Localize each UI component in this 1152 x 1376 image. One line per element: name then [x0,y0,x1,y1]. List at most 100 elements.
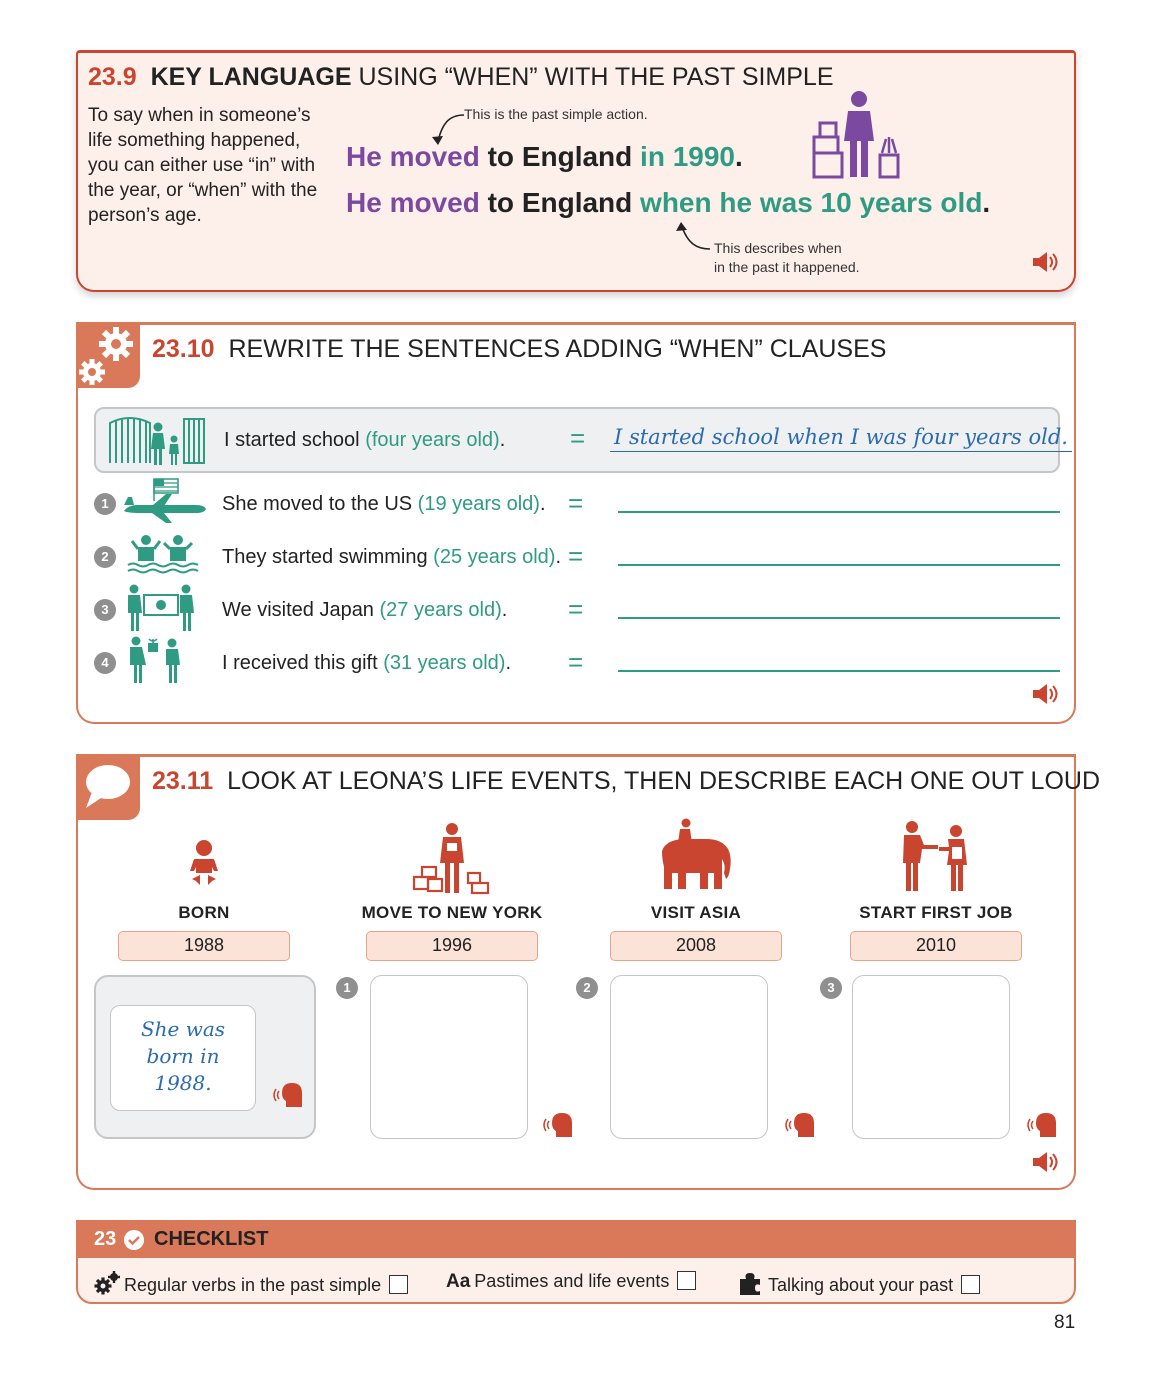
event-label: START FIRST JOB [859,903,1013,922]
answer-bubble-2[interactable] [610,975,768,1139]
rewrite-panel: 23.10 REWRITE THE SENTENCES ADDING “WHEN… [76,322,1076,724]
line-middle: to England [479,141,641,172]
age-hint: (31 years old) [383,652,506,674]
equals-sign: = [568,594,584,624]
item-number: 1 [94,493,116,515]
intro-text: To say when in someone’s life something … [88,105,318,226]
section-title: 23.10 REWRITE THE SENTENCES ADDING “WHEN… [152,335,886,364]
annotation-line: This describes when [714,240,842,256]
baby-icon [190,840,218,885]
life-events-panel: 23.11 LOOK AT LEONA’S LIFE EVENTS, THEN … [76,754,1100,1190]
arrow-icon [432,114,465,145]
prompt-sentence: I received this gift (31 years old). [222,652,511,675]
arrow-icon [676,222,711,250]
example-line: 1988. [154,1071,212,1095]
event-born: BORN 1988 [104,817,304,961]
school-gate-icon [109,417,205,465]
equals-sign: = [568,541,584,571]
annotation-top: This is the past simple action. [464,106,648,122]
event-label: BORN [178,903,230,922]
answer-bubble-1[interactable] [370,975,528,1139]
event-year: 1988 [118,931,290,961]
moving-boxes-icon [412,823,490,895]
section-number: 23.9 [88,63,137,91]
speech-bubble-icon [86,765,130,808]
section-tab [76,754,140,820]
event-visit-asia: VISIT ASIA 2008 [596,817,796,961]
section-title: 23.11 LOOK AT LEONA’S LIFE EVENTS, THEN … [152,767,1100,796]
event-start-first-job: START FIRST JOB 2010 [836,817,1036,961]
prompt-sentence: She moved to the US (19 years old). [222,493,546,516]
prompt-sentence: They started swimming (25 years old). [222,546,561,569]
section-number: 23.11 [152,767,214,795]
page-number: 81 [1054,1312,1076,1333]
section-title-rest: USING “WHEN” WITH THE PAST SIMPLE [351,63,834,91]
speaking-head-icon [1027,1113,1056,1137]
sentence-end: . [505,652,512,674]
answer-bubble-3[interactable] [852,975,1010,1139]
section-title-text: REWRITE THE SENTENCES ADDING “WHEN” CLAU… [228,335,887,363]
checklist-header: 23 CHECKLIST [78,1222,1074,1258]
sentence-end: . [555,546,562,568]
equals-sign: = [568,488,584,518]
example-answer-card: She was born in 1988. [94,975,316,1139]
example-line-2: He moved to England when he was 10 years… [346,187,990,219]
speaking-head-icon [273,1083,302,1107]
airplane-flag-icon [124,478,206,523]
bubble-number: 3 [820,977,842,999]
audio-speaker-icon[interactable] [1030,681,1060,707]
audio-speaker-icon[interactable] [1030,1149,1060,1175]
example-line: She was [140,1017,226,1041]
section-tab [76,322,140,388]
event-move-to-new-york: MOVE TO NEW YORK 1996 [352,817,552,961]
gear-icon [94,1271,120,1295]
puzzle-icon [740,1273,760,1295]
age-hint: (four years old) [365,429,500,451]
vocab-icon: Aa [446,1271,471,1292]
checklist-label: Regular verbs in the past simple [124,1275,382,1295]
gear-icon [79,327,133,385]
checkbox[interactable] [389,1275,409,1294]
unit-number: 23 [94,1228,117,1250]
answer-line-3[interactable] [618,617,1060,619]
annotation-line: in the past it happened. [714,259,860,275]
checklist-item-skill: Talking about your past [738,1271,981,1296]
sentence-end: . [501,599,508,621]
speaking-head-icon [785,1113,814,1137]
equals-sign: = [570,423,586,453]
section-title-text: LOOK AT LEONA’S LIFE EVENTS, THEN DESCRI… [227,767,1100,795]
past-action: He moved [346,187,480,218]
checklist-item-vocabulary: Aa Pastimes and life events [446,1271,697,1293]
moving-boxes-icon [812,91,900,179]
checklist-label: Pastimes and life events [474,1271,670,1291]
sentence: We visited Japan [222,599,380,621]
key-language-panel: 23.9 KEY LANGUAGE USING “WHEN” WITH THE … [76,50,1076,292]
example-answer: I started school when I was four years o… [610,425,1072,452]
example-line-1: He moved to England in 1990. [346,141,743,173]
event-label: MOVE TO NEW YORK [361,903,543,922]
example-line: born in [146,1044,220,1068]
answer-line-4[interactable] [618,670,1060,672]
checkbox[interactable] [961,1275,981,1294]
prompt-sentence: I started school (four years old). [224,429,505,452]
swimmers-icon [127,535,199,574]
audio-speaker-icon[interactable] [1030,249,1060,275]
checklist-title: CHECKLIST [154,1228,269,1250]
gift-giving-icon [130,636,180,683]
section-title-bold: KEY LANGUAGE [150,63,352,91]
bubble-number: 1 [336,977,358,999]
event-year: 1996 [366,931,538,961]
checklist-label: Talking about your past [768,1275,954,1295]
speaking-head-icon [543,1113,572,1137]
answer-line-1[interactable] [618,511,1060,513]
sentence: I started school [224,429,366,451]
answer-line-2[interactable] [618,564,1060,566]
line-middle: to England [479,187,641,218]
equals-sign: = [568,647,584,677]
time-phrase: in 1990 [640,141,735,172]
line-end: . [982,187,991,218]
when-clause: when he was 10 years old [640,187,983,218]
sentence-end: . [499,429,506,451]
checklist-panel: 23 CHECKLIST Regular verbs in the past s… [76,1220,1076,1304]
checkbox[interactable] [677,1271,697,1290]
